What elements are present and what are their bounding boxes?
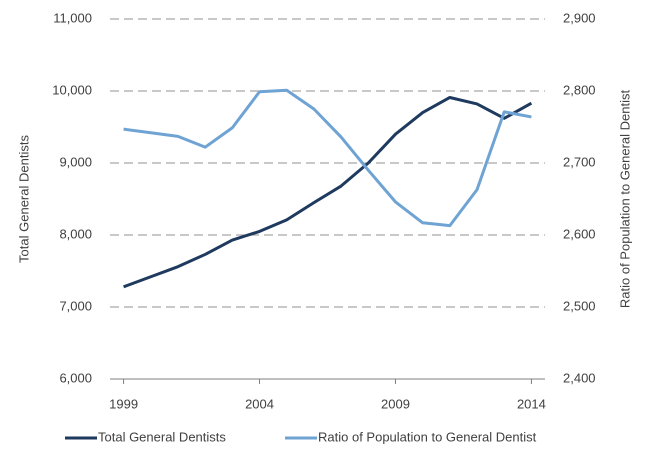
legend-label: Ratio of Population to General Dentist [318,429,537,444]
y-axis-title: Total General Dentists [16,135,31,263]
y2-tick-label: 2,800 [563,82,596,97]
y2-tick-label: 2,900 [563,10,596,25]
x-tick-label: 1999 [109,396,138,411]
y2-tick-label: 2,600 [563,226,596,241]
y-tick-label: 8,000 [59,226,92,241]
y2-tick-label: 2,700 [563,154,596,169]
y2-tick-label: 2,500 [563,298,596,313]
y2-axis-title: Ratio of Population to General Dentist [617,89,632,308]
series-line [123,95,533,289]
x-tick-label: 2009 [381,396,410,411]
y-tick-label: 10,000 [52,82,92,97]
y-tick-label: 11,000 [53,10,92,25]
x-tick-label: 2014 [517,396,546,411]
y2-tick-label: 2,400 [563,370,596,385]
y-tick-label: 7,000 [59,298,92,313]
y-tick-label: 6,000 [59,370,92,385]
legend-label: Total General Dentists [98,429,226,444]
y-tick-label: 9,000 [59,154,92,169]
series-line [123,88,532,228]
x-tick-label: 2004 [245,396,274,411]
